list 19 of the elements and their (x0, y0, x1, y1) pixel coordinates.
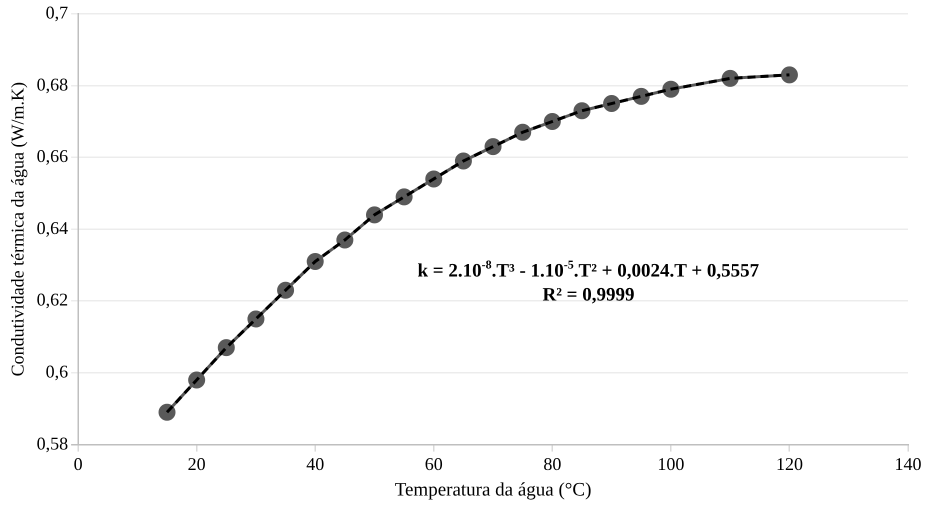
annotation: R² = 0,9999 (542, 284, 634, 306)
y-tick-label: 0,66 (36, 146, 68, 166)
y-tick-label: 0,64 (36, 218, 68, 238)
x-tick-label: 0 (74, 454, 83, 474)
y-axis-title: Condutividade térmica da água (W/m.K) (8, 82, 28, 376)
x-tick-label: 100 (657, 454, 684, 474)
x-tick-label: 60 (424, 454, 443, 474)
x-tick-label: 80 (543, 454, 562, 474)
x-tick-label: 120 (776, 454, 803, 474)
x-tick-label: 20 (188, 454, 206, 474)
x-tick-label: 140 (894, 454, 922, 474)
y-tick-label: 0,62 (36, 290, 68, 310)
y-tick-label: 0,7 (46, 2, 68, 23)
x-axis-title: Temperatura da água (°C) (394, 480, 592, 501)
y-tick-label: 0,6 (46, 362, 68, 382)
y-tick-label: 0,68 (36, 74, 68, 94)
y-tick-label: 0,58 (36, 433, 68, 454)
x-tick-label: 40 (306, 454, 324, 474)
point (780, 66, 798, 84)
